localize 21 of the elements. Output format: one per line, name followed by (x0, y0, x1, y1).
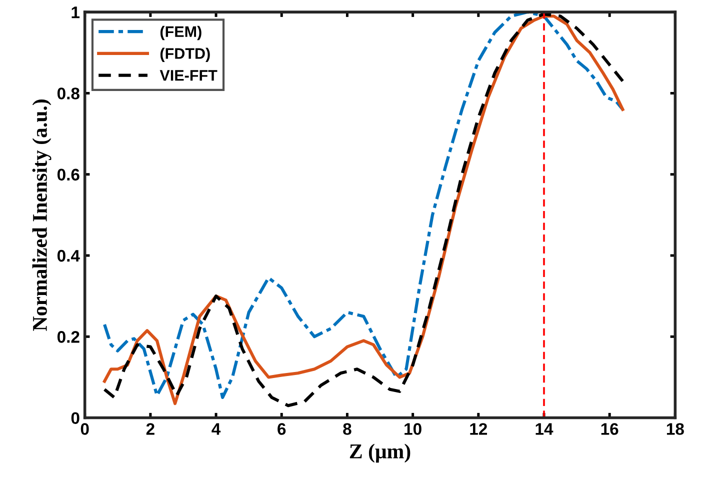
x-tick-label: 0 (80, 423, 89, 435)
y-axis-title: Normalized Inensity (a.u.) (32, 100, 52, 331)
x-axis-title: Z (μm) (350, 444, 410, 463)
x-tick-label: 10 (404, 423, 422, 435)
x-tick-label: 12 (470, 423, 488, 435)
x-tick-label: 14 (536, 423, 554, 435)
y-tick-label: 0.4 (57, 250, 80, 262)
y-tick-label: 0 (71, 412, 80, 424)
x-tick-label: 2 (146, 423, 154, 435)
y-tick-label: 0.8 (57, 88, 80, 100)
legend-label: (FEM) (160, 26, 202, 40)
y-tick-label: 0.2 (57, 331, 80, 343)
y-tick-label: 1 (72, 6, 80, 18)
legend-label: VIE-FFT (160, 70, 218, 81)
x-tick-label: 8 (343, 423, 352, 435)
x-tick-label: 4 (212, 423, 221, 435)
x-tick-label: 16 (601, 423, 618, 435)
x-tick-label: 6 (278, 423, 286, 435)
x-tick-label: 18 (666, 423, 684, 435)
y-tick-label: 0.6 (57, 168, 80, 181)
legend-label: (FDTD) (160, 48, 210, 62)
